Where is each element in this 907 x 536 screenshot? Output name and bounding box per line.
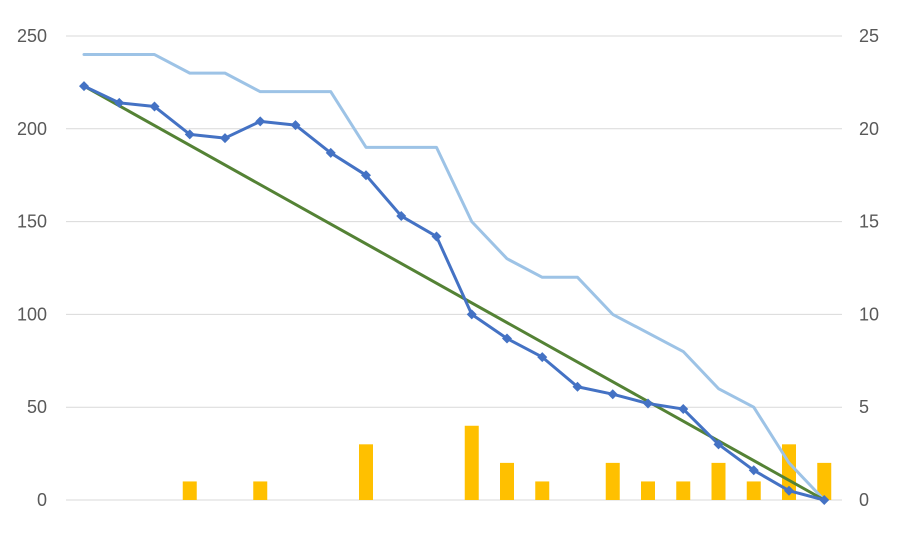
right-tick-label: 25 bbox=[859, 26, 879, 46]
bar bbox=[605, 462, 620, 500]
bar bbox=[464, 425, 479, 500]
data-point bbox=[466, 309, 477, 320]
left-tick-label: 0 bbox=[37, 490, 47, 510]
bar bbox=[535, 481, 550, 500]
data-point bbox=[643, 398, 653, 409]
series-line bbox=[82, 53, 826, 502]
data-point bbox=[678, 404, 689, 415]
right-axis: 0 5 10 15 20 25 bbox=[859, 26, 879, 510]
left-tick-label: 100 bbox=[17, 304, 47, 324]
data-point bbox=[184, 129, 195, 140]
bar bbox=[676, 481, 691, 500]
data-point bbox=[255, 116, 266, 127]
bar bbox=[746, 481, 761, 500]
data-point bbox=[220, 133, 230, 144]
data-point bbox=[748, 465, 759, 476]
series-line bbox=[82, 84, 826, 502]
data-point bbox=[290, 120, 301, 131]
line-series bbox=[79, 53, 830, 505]
data-point bbox=[713, 439, 724, 450]
data-point bbox=[79, 81, 89, 92]
bar bbox=[500, 462, 514, 500]
data-point bbox=[572, 381, 583, 392]
right-tick-label: 5 bbox=[859, 397, 869, 417]
data-point bbox=[396, 211, 407, 222]
right-tick-label: 0 bbox=[859, 490, 869, 510]
data-point bbox=[819, 495, 830, 505]
data-point bbox=[325, 147, 336, 158]
data-point bbox=[114, 97, 125, 108]
right-tick-label: 15 bbox=[859, 212, 879, 232]
bar bbox=[253, 481, 268, 500]
data-point bbox=[607, 389, 618, 400]
gridlines bbox=[66, 35, 842, 501]
data-point bbox=[784, 485, 794, 496]
left-tick-label: 250 bbox=[17, 26, 47, 46]
data-point bbox=[149, 101, 160, 112]
data-point bbox=[502, 333, 512, 344]
bar bbox=[359, 444, 373, 500]
data-point bbox=[361, 170, 371, 181]
left-tick-label: 200 bbox=[17, 119, 47, 139]
bar-series bbox=[182, 425, 832, 500]
bar bbox=[711, 462, 726, 500]
right-tick-label: 20 bbox=[859, 119, 879, 139]
left-tick-label: 50 bbox=[27, 397, 47, 417]
left-axis: 0 50 100 150 200 250 bbox=[17, 26, 47, 510]
data-point bbox=[431, 231, 442, 242]
data-point bbox=[537, 352, 548, 363]
bar bbox=[641, 481, 655, 500]
left-tick-label: 150 bbox=[17, 212, 47, 232]
bar bbox=[182, 481, 197, 500]
bar bbox=[817, 462, 832, 500]
right-tick-label: 10 bbox=[859, 304, 879, 324]
series-line bbox=[82, 84, 826, 502]
